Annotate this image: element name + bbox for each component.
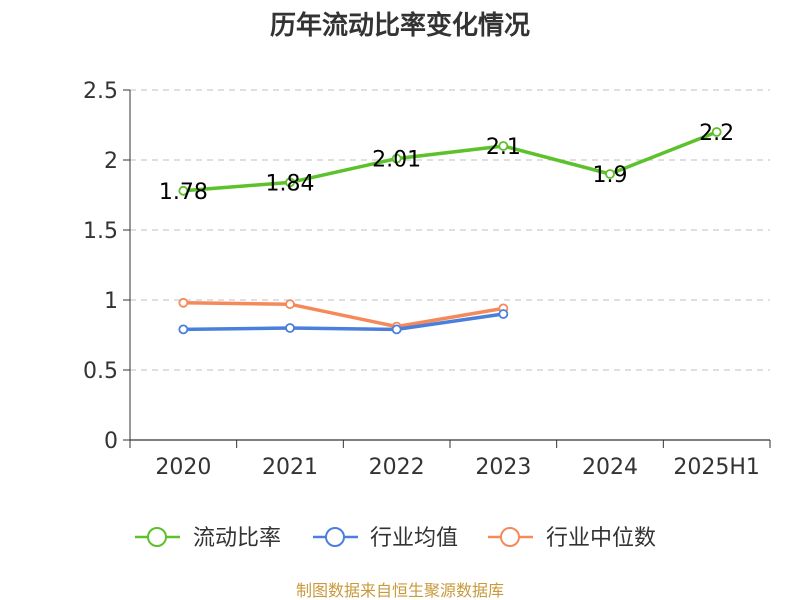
y-tick-label: 0 bbox=[104, 429, 118, 454]
gridlines bbox=[130, 89, 770, 371]
legend-marker bbox=[500, 527, 520, 547]
data-label: 2.1 bbox=[486, 135, 521, 160]
data-point bbox=[285, 323, 295, 333]
legend-marker bbox=[147, 527, 167, 547]
y-tick-label: 1 bbox=[104, 289, 118, 314]
data-point bbox=[178, 185, 189, 196]
x-tick-label: 2023 bbox=[475, 455, 531, 480]
y-axis: 0 0.5 1 1.5 2 2.5 bbox=[83, 79, 131, 454]
x-tick-label: 2021 bbox=[262, 455, 318, 480]
legend: 流动比率 行业均值 行业中位数 bbox=[135, 526, 656, 551]
data-labels: 1.78 1.84 2.01 2.1 1.9 2.2 bbox=[159, 121, 734, 205]
data-point bbox=[178, 297, 189, 308]
y-tick-label: 0.5 bbox=[83, 359, 118, 384]
data-point bbox=[391, 324, 402, 335]
data-label: 2.2 bbox=[699, 121, 734, 146]
data-point bbox=[498, 141, 509, 151]
x-tick-label: 2025H1 bbox=[673, 455, 760, 480]
x-tick-label: 2024 bbox=[582, 455, 638, 480]
data-label: 2.01 bbox=[372, 148, 421, 173]
series-lines bbox=[178, 127, 722, 335]
legend-label: 行业均值 bbox=[370, 526, 458, 551]
legend-item-2: 行业中位数 bbox=[488, 526, 656, 551]
x-axis: 2020 2021 2022 2023 2024 2025H1 bbox=[129, 439, 771, 480]
data-label: 1.78 bbox=[159, 180, 208, 205]
data-point bbox=[711, 127, 722, 137]
data-point bbox=[285, 299, 295, 310]
data-point bbox=[391, 153, 402, 164]
x-tick-label: 2022 bbox=[369, 455, 425, 480]
data-label: 1.9 bbox=[593, 163, 628, 188]
source-footer: 制图数据来自恒生聚源数据库 bbox=[296, 581, 504, 600]
x-tick-label: 2020 bbox=[155, 455, 211, 480]
legend-item-1: 行业均值 bbox=[313, 526, 458, 551]
y-tick-label: 1.5 bbox=[83, 219, 118, 244]
legend-marker bbox=[325, 527, 345, 547]
series-line-0 bbox=[181, 130, 719, 193]
data-point bbox=[605, 169, 615, 179]
chart-title: 历年流动比率变化情况 bbox=[270, 10, 530, 41]
y-tick-label: 2 bbox=[104, 149, 118, 174]
data-point bbox=[498, 309, 509, 319]
data-point bbox=[178, 324, 189, 335]
legend-item-0: 流动比率 bbox=[135, 526, 281, 551]
y-tick-label: 2.5 bbox=[83, 79, 118, 104]
legend-label: 流动比率 bbox=[193, 526, 281, 551]
legend-label: 行业中位数 bbox=[546, 526, 656, 551]
series-line-2 bbox=[181, 301, 506, 329]
data-point bbox=[285, 177, 295, 188]
series-line-1 bbox=[181, 312, 506, 332]
data-label: 1.84 bbox=[266, 171, 315, 196]
